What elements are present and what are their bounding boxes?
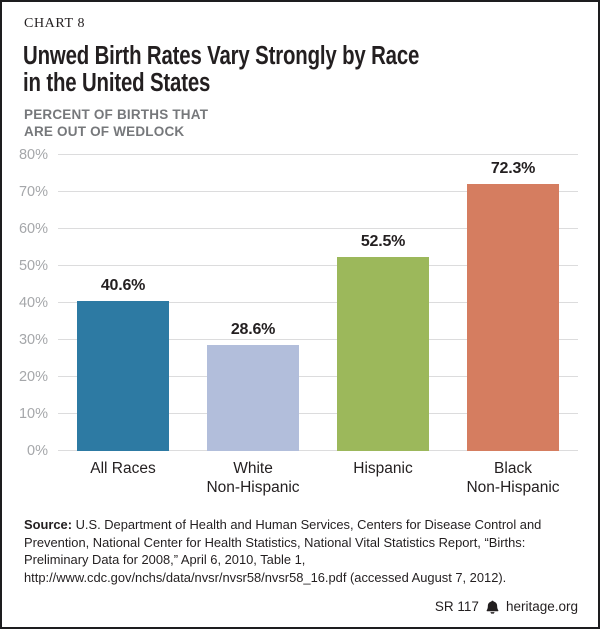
y-tick-label-60: 60%: [18, 221, 48, 237]
report-id: SR 117: [434, 599, 479, 614]
y-tick-label-70: 70%: [18, 184, 48, 200]
chart-title: Unwed Birth Rates Vary Strongly by Race i…: [23, 43, 598, 97]
heritage-bell-icon: [486, 600, 499, 614]
source-note: Source: U.S. Department of Health and Hu…: [24, 516, 576, 586]
gridline-50: [58, 265, 578, 266]
gridline-10: [58, 413, 578, 414]
x-category-label-3: Black Non-Hispanic: [466, 460, 560, 496]
gridline-80: [58, 154, 578, 155]
bar-chart: 0% 10% 20% 30% 40% 50% 60% 70% 80% 40.6% 28.6% 52.5…: [2, 147, 598, 497]
plot-area: 0% 10% 20% 30% 40% 50% 60% 70% 80% 40.6% 28.6% 52.5…: [19, 147, 578, 459]
gridline-30: [58, 339, 578, 340]
bar-slot-3: 72.3%: [448, 155, 578, 451]
bars-row: 40.6% 28.6% 52.5% 72.3%: [58, 155, 578, 451]
source-text: U.S. Department of Health and Human Serv…: [24, 517, 542, 585]
source-label: Source:: [24, 517, 72, 532]
bar-1: [207, 345, 299, 451]
chart-kicker: CHART 8: [24, 16, 86, 31]
x-axis-labels: All Races White Non-Hispanic Hispanic Black…: [58, 459, 578, 497]
gridline-40: [58, 302, 578, 303]
y-tick-label-0: 0%: [27, 443, 48, 459]
x-category-label-2: Hispanic: [353, 460, 413, 477]
y-tick-label-10: 10%: [18, 406, 48, 422]
bar-value-label-3: 72.3%: [490, 159, 536, 177]
y-tick-label-40: 40%: [18, 295, 48, 311]
x-category-label-0: All Races: [90, 460, 156, 477]
gridline-60: [58, 228, 578, 229]
gridline-70: [58, 191, 578, 192]
gridline-20: [58, 376, 578, 377]
bar-0: [77, 300, 169, 451]
y-tick-label-80: 80%: [18, 147, 48, 163]
y-tick-label-20: 20%: [18, 369, 48, 385]
y-tick-label-30: 30%: [18, 332, 48, 348]
chart-subtitle-line-1: PERCENT OF BIRTHS THAT: [24, 107, 209, 122]
chart-subtitle-line-2: ARE OUT OF WEDLOCK: [24, 124, 185, 139]
bar-value-label-2: 52.5%: [360, 232, 406, 250]
chart-title-line-2: in the United States: [23, 69, 211, 97]
y-tick-label-50: 50%: [18, 258, 48, 274]
gridline-0: [58, 450, 578, 451]
chart-subtitle: PERCENT OF BIRTHS THAT ARE OUT OF WEDLOCK: [24, 106, 598, 140]
bar-2: [337, 256, 429, 451]
bar-slot-1: 28.6%: [188, 155, 318, 451]
bar-value-label-1: 28.6%: [230, 321, 276, 339]
chart-title-line-1: Unwed Birth Rates Vary Strongly by Race: [23, 42, 420, 70]
x-category-label-1: White Non-Hispanic: [206, 460, 300, 496]
bar-slot-2: 52.5%: [318, 155, 448, 451]
bar-3: [467, 183, 559, 451]
bar-slot-0: 40.6%: [58, 155, 188, 451]
footer-line: SR 117 heritage.org: [435, 599, 578, 614]
bar-value-label-0: 40.6%: [100, 276, 146, 294]
site-name: heritage.org: [505, 599, 578, 614]
